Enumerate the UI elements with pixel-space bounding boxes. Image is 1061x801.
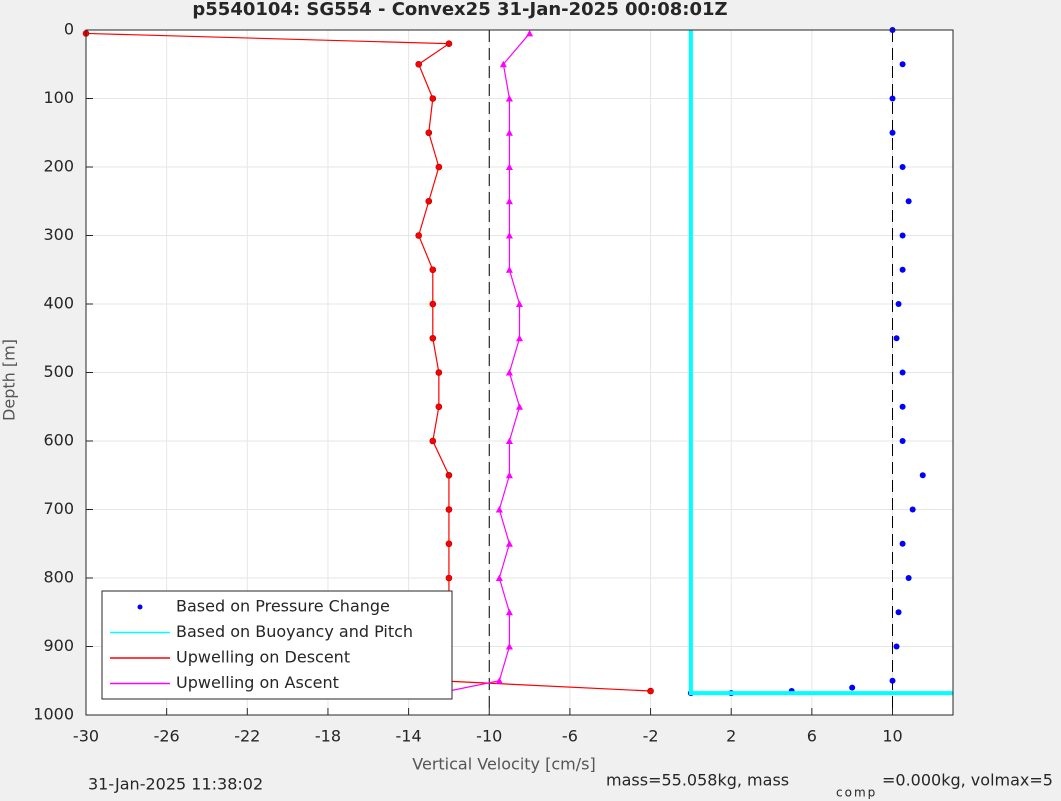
data-point	[526, 29, 534, 37]
data-point	[919, 472, 926, 479]
data-point	[499, 60, 507, 68]
data-point	[516, 403, 523, 410]
y-tick-label: 600	[43, 431, 74, 450]
data-point	[505, 197, 513, 205]
legend-box	[101, 590, 453, 700]
y-tick-label: 800	[43, 568, 74, 587]
data-point	[445, 506, 453, 513]
footer-note: mass=55.058kg, mass	[606, 771, 789, 790]
data-point	[445, 540, 453, 548]
data-point	[505, 232, 513, 239]
x-tick-label: -6	[562, 727, 578, 746]
chart-title: p5540104: SG554 - Convex25 31-Jan-2025 0…	[192, 0, 727, 20]
data-point	[435, 369, 443, 376]
y-axis-label: Depth [m]	[0, 339, 19, 421]
data-point	[505, 129, 513, 136]
y-tick-label: 300	[43, 225, 74, 244]
data-point	[505, 608, 513, 616]
data-point	[505, 266, 513, 273]
footer-note: =0.000kg, volmax=5	[882, 771, 1053, 790]
y-tick-label: 900	[43, 636, 74, 655]
data-point	[905, 198, 912, 205]
x-tick-label: -18	[315, 727, 341, 746]
series-line	[688, 30, 953, 696]
data-point	[505, 540, 513, 547]
data-point	[899, 438, 906, 444]
footer-subscript: comp	[836, 786, 877, 800]
data-point	[505, 163, 513, 170]
data-point	[899, 164, 906, 170]
x-tick-label: 10	[882, 727, 902, 746]
data-point	[899, 369, 906, 376]
x-tick-label: -26	[154, 727, 180, 746]
data-point	[495, 506, 503, 513]
data-point	[505, 437, 513, 444]
x-tick-label: -30	[73, 727, 99, 746]
data-point	[516, 334, 523, 342]
x-tick-label: -14	[396, 727, 422, 746]
x-tick-label: -10	[476, 727, 502, 746]
data-point	[505, 95, 513, 102]
data-point	[849, 684, 856, 691]
y-tick-label: 400	[43, 294, 74, 313]
x-tick-label: -2	[643, 727, 659, 746]
data-point	[429, 300, 437, 308]
data-point	[899, 540, 906, 547]
data-point	[899, 61, 906, 68]
data-point	[445, 574, 453, 582]
data-point	[905, 575, 912, 581]
data-point	[505, 369, 513, 376]
data-point	[899, 232, 906, 239]
data-point	[899, 266, 906, 273]
data-point	[895, 301, 902, 307]
data-point	[429, 266, 437, 274]
data-point	[893, 335, 900, 342]
data-point	[889, 129, 896, 136]
x-axis-label: Vertical Velocity [cm/s]	[412, 755, 595, 774]
data-point	[429, 95, 437, 102]
legend-label: Upwelling on Descent	[176, 648, 350, 667]
legend-label: Based on Pressure Change	[176, 597, 390, 616]
data-point	[647, 687, 654, 695]
y-tick-label: 0	[64, 20, 74, 39]
data-point	[889, 95, 896, 102]
data-point	[415, 232, 422, 239]
data-point	[909, 506, 916, 513]
legend-swatch	[137, 604, 143, 610]
y-tick-label: 1000	[33, 705, 74, 724]
data-point	[895, 609, 902, 616]
data-point	[429, 437, 437, 445]
y-tick-label: 500	[43, 362, 74, 381]
data-point	[516, 300, 523, 307]
data-point	[495, 677, 503, 684]
x-tick-label: 2	[726, 727, 736, 746]
data-point	[899, 403, 906, 410]
data-point	[429, 334, 437, 342]
x-tick-label: -22	[234, 727, 260, 746]
data-point	[425, 129, 433, 137]
timestamp: 31-Jan-2025 11:38:02	[88, 775, 263, 794]
x-tick-label: 6	[807, 727, 817, 746]
data-point	[445, 40, 453, 48]
y-tick-label: 700	[43, 499, 74, 518]
data-point	[435, 163, 443, 171]
data-point	[495, 574, 503, 581]
y-tick-label: 200	[43, 157, 74, 176]
data-point	[415, 60, 422, 68]
data-point	[893, 643, 900, 650]
data-point	[505, 643, 513, 650]
data-point	[445, 471, 453, 479]
y-tick-label: 100	[43, 88, 74, 107]
legend-label: Based on Buoyancy and Pitch	[176, 622, 413, 641]
data-point	[505, 471, 513, 479]
data-point	[889, 677, 896, 684]
legend-label: Upwelling on Ascent	[176, 673, 339, 692]
data-point	[435, 403, 443, 411]
data-point	[425, 197, 433, 205]
